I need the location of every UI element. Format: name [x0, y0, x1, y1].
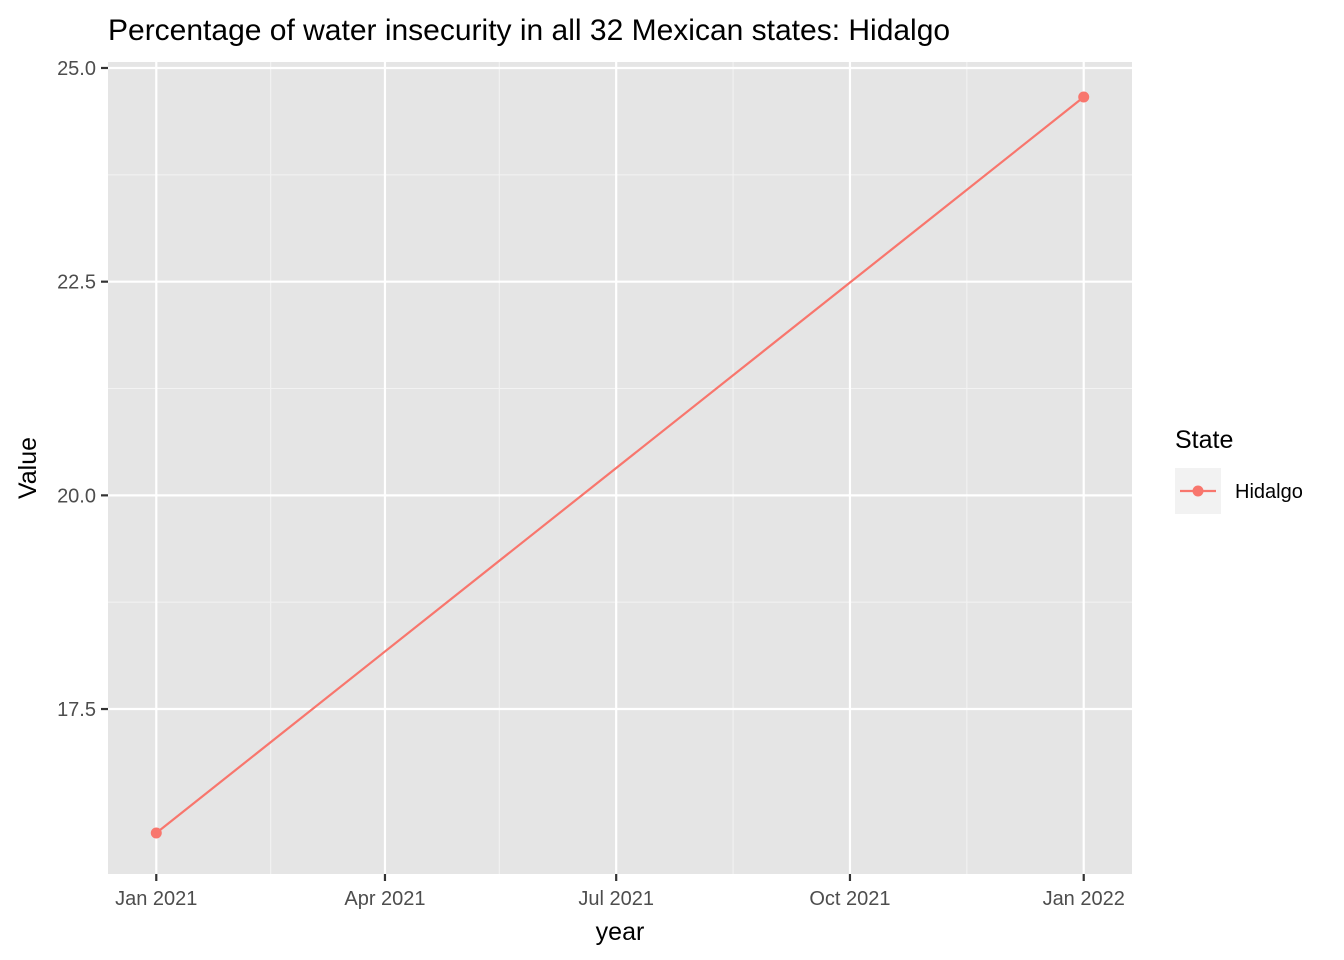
- series-layer: [150, 91, 1090, 839]
- x-tick-label: Jan 2022: [1043, 888, 1125, 910]
- data-point: [150, 827, 162, 839]
- legend-title: State: [1175, 426, 1233, 454]
- x-tick-label: Jan 2021: [115, 888, 197, 910]
- x-axis: Jan 2021 Apr 2021 Jul 2021 Oct 2021 Jan 2022: [115, 874, 1125, 910]
- minor-gridlines: [108, 62, 1132, 874]
- x-tick-label: Oct 2021: [809, 888, 890, 910]
- plot-panel: [108, 62, 1132, 874]
- x-tick-label: Apr 2021: [344, 888, 425, 910]
- series-line-hidalgo: [155, 96, 1085, 834]
- y-axis: 17.5 20.0 22.5 25.0: [57, 58, 108, 721]
- y-tick-label: 20.0: [57, 485, 96, 507]
- y-axis-title: Value: [14, 437, 42, 499]
- legend: State Hidalgo: [1175, 426, 1303, 514]
- y-tick-label: 25.0: [57, 58, 96, 80]
- y-tick-label: 22.5: [57, 272, 96, 294]
- chart-title: Percentage of water insecurity in all 32…: [108, 14, 950, 47]
- legend-label-hidalgo: Hidalgo: [1235, 481, 1303, 503]
- legend-key-point: [1192, 485, 1204, 497]
- data-point: [1078, 91, 1090, 103]
- x-tick-label: Jul 2021: [578, 888, 654, 910]
- y-tick-label: 17.5: [57, 699, 96, 721]
- x-axis-title: year: [596, 918, 645, 946]
